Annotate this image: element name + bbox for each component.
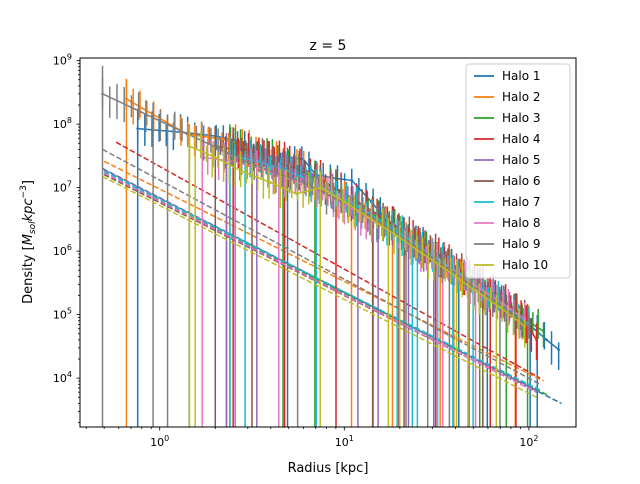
legend-entry: Halo 8 <box>502 216 541 230</box>
y-tick-label: 108 <box>53 116 72 131</box>
data-point <box>523 317 527 321</box>
series-halo-10 <box>102 126 537 427</box>
data-point <box>240 170 244 173</box>
data-point <box>394 233 398 237</box>
legend-entry: Halo 7 <box>502 195 541 209</box>
data-point <box>350 179 354 182</box>
x-axis-ticks: 100 101 102 <box>85 427 538 449</box>
fit-line-halo-5 <box>103 169 537 391</box>
legend-entry: Halo 6 <box>502 174 541 188</box>
legend-entry: Halo 3 <box>502 111 541 125</box>
data-point <box>445 268 449 272</box>
error-bars-halo-10 <box>188 126 526 427</box>
data-point <box>125 97 128 101</box>
points-halo-10 <box>188 144 527 328</box>
data-point <box>269 181 273 184</box>
data-point <box>472 288 475 291</box>
legend-entry: Halo 5 <box>502 153 541 167</box>
x-tick-label: 100 <box>150 434 169 449</box>
y-tick-label: 109 <box>53 53 72 68</box>
data-point <box>221 137 225 141</box>
axes-frame <box>79 57 577 428</box>
chart-title: z = 5 <box>310 38 347 54</box>
data-point <box>319 186 323 189</box>
plot-layer <box>101 65 562 427</box>
y-axis-label-prefix: Density [ <box>21 245 36 304</box>
legend-entry: Halo 9 <box>502 237 541 251</box>
x-tick-label: 101 <box>335 434 354 449</box>
fit-line-halo-10 <box>102 175 537 398</box>
y-axis-ticks: 104 105 106 107 108 109 <box>53 53 80 423</box>
x-tick-label: 102 <box>519 434 538 449</box>
profile-line-halo-10 <box>189 145 526 328</box>
y-tick-label: 104 <box>53 370 72 385</box>
y-axis-label-sub: sol <box>28 221 38 234</box>
x-axis-label: Radius [kpc] <box>288 461 369 476</box>
y-axis-label-close: ] <box>21 180 36 185</box>
fit-line-halo-2 <box>103 160 544 382</box>
legend: Halo 1 Halo 2 Halo 3 Halo 4 Halo 5 Halo 6 Halo… <box>465 63 571 279</box>
data-point <box>246 161 250 164</box>
fit-line-halo-9 <box>102 148 541 385</box>
data-point <box>527 325 531 328</box>
data-point <box>479 290 483 293</box>
y-tick-label: 106 <box>53 243 72 258</box>
y-tick-label: 105 <box>53 307 72 322</box>
y-axis-label-unit: kpc <box>21 198 36 221</box>
y-axis-label: Density [Msolkpc−3] <box>19 180 38 304</box>
y-axis-label-mass: M <box>21 234 36 245</box>
data-point <box>342 200 346 204</box>
data-point <box>557 348 560 352</box>
data-point <box>498 306 502 309</box>
data-point <box>240 149 244 153</box>
y-axis-label-exp: −3 <box>19 185 29 198</box>
data-point <box>523 325 527 328</box>
data-point <box>535 338 538 342</box>
data-point <box>369 217 373 221</box>
data-point <box>101 92 104 96</box>
data-point <box>213 156 217 159</box>
legend-entry: Halo 1 <box>502 69 541 83</box>
data-point <box>136 127 140 130</box>
legend-entry: Halo 2 <box>502 90 541 104</box>
legend-entry: Halo 4 <box>502 132 541 146</box>
data-point <box>295 192 298 196</box>
data-point <box>545 338 549 342</box>
data-point <box>406 236 409 240</box>
data-point <box>188 144 191 148</box>
y-tick-label: 107 <box>53 180 72 195</box>
legend-entry: Halo 10 <box>502 258 548 272</box>
data-point <box>302 181 305 184</box>
data-point <box>542 329 545 333</box>
data-point <box>419 251 423 254</box>
